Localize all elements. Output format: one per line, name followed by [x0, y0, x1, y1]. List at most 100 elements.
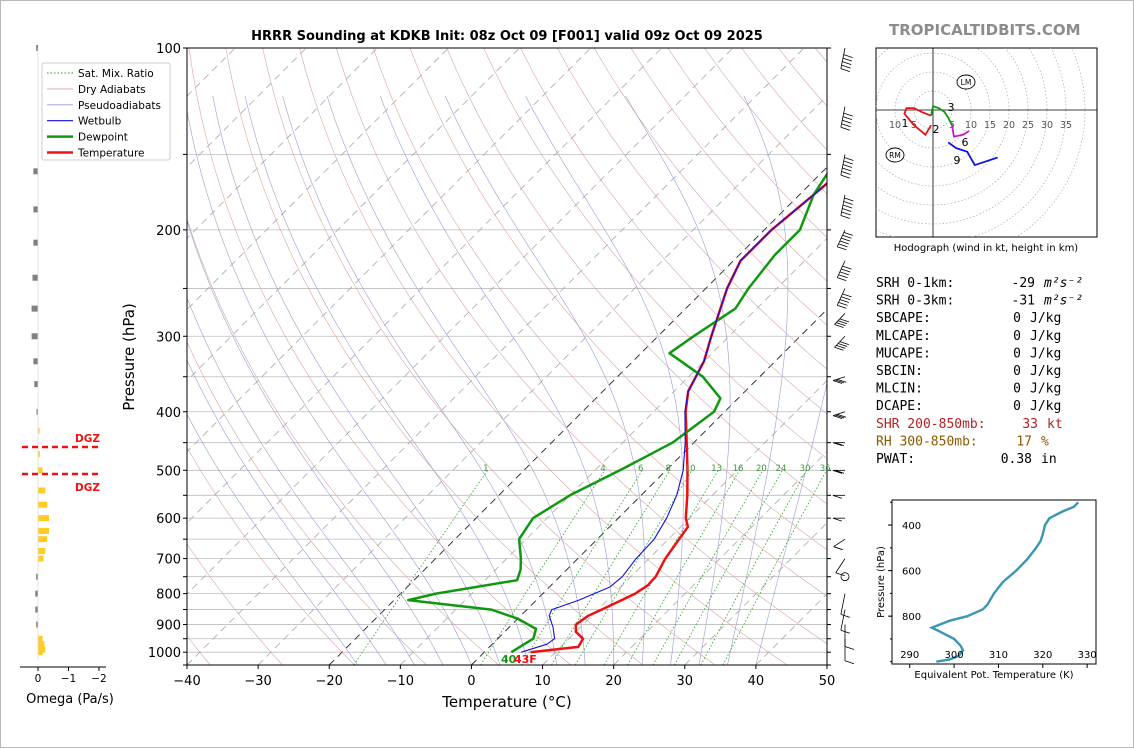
wind-barb-feather: [844, 660, 855, 665]
wind-barb-feather: [843, 201, 853, 205]
isotherm: [187, 48, 734, 595]
storm-motion-marker: [885, 147, 905, 163]
isotherm: [187, 48, 591, 453]
theta-e-x-tick-label: 290: [900, 650, 919, 661]
stat-label: MLCAPE:: [876, 329, 931, 344]
site-logo: TROPICALTIDBITS.COM: [889, 21, 1081, 39]
wind-barb: [835, 558, 846, 573]
wind-barb-feather: [841, 296, 851, 301]
y-tick-label: 500: [156, 464, 181, 479]
omega-bar: [38, 451, 40, 458]
mixing-ratio-labels: 1 4 6 8 10 13 16 20 24 30 36: [483, 464, 830, 474]
hodograph-segment: [947, 141, 998, 167]
theta-e-y-tick-label: 600: [902, 567, 921, 578]
omega-bar: [38, 527, 49, 534]
wind-barb-feather: [841, 64, 851, 69]
dry-adiabat: [557, 48, 827, 370]
x-tick-label: 40: [748, 674, 765, 689]
y-tick-label: 700: [156, 553, 181, 568]
wind-barb: [832, 376, 846, 381]
stat-unit: %: [1041, 434, 1049, 449]
omega-bar: [38, 649, 43, 656]
theta-e-x-tick-label: 310: [989, 650, 1008, 661]
hodograph-ring-label: 25: [1022, 120, 1034, 131]
mixing-ratio-label: 4: [600, 464, 605, 474]
dry-adiabat: [187, 341, 427, 665]
wind-barbs: [832, 47, 855, 665]
wind-barb-feather: [844, 197, 854, 202]
wind-barb-feather: [843, 160, 853, 165]
y-tick-label: 200: [156, 224, 181, 239]
mixing-ratio-label: 6: [638, 464, 643, 474]
dry-adiabat: [188, 48, 571, 665]
dry-adiabat: [409, 48, 827, 551]
stat-label: RH 300-850mb:: [876, 434, 978, 449]
wind-barb-feather: [834, 346, 844, 351]
wind-barb: [840, 593, 846, 615]
stat-value: 0: [1013, 329, 1021, 344]
stat-label: DCAPE:: [876, 399, 923, 414]
omega-bar: [33, 168, 38, 175]
wind-barb-feather: [844, 646, 855, 650]
wind-barb-feather: [840, 126, 850, 131]
wind-barb-feather: [838, 302, 848, 306]
theta-e-y-label: Pressure (hPa): [876, 546, 887, 618]
dry-adiabat: [336, 48, 827, 644]
omega-bar: [36, 408, 38, 415]
wind-barb-feather: [839, 341, 849, 346]
isotherm: [471, 308, 827, 665]
pseudoadiabat: [187, 219, 444, 665]
storm-motion-label: RM: [889, 151, 901, 160]
stat-unit: m²s⁻²: [1043, 276, 1083, 291]
wind-barb-feather: [840, 215, 850, 219]
chart-title: HRRR Sounding at KDKB Init: 08z Oct 09 […: [251, 29, 763, 44]
hodograph-segment: [930, 105, 953, 126]
skewt-y-ticks: 100 200 300 400 500 600 700 800 900 1000: [148, 42, 831, 666]
wind-barb: [836, 229, 846, 247]
mixing-ratio-line: [521, 470, 643, 665]
dry-adiabat: [225, 48, 644, 665]
wind-barb-feather: [842, 119, 852, 124]
wind-barb-feather: [832, 415, 843, 419]
wind-barb-feather: [839, 240, 849, 245]
wind-barb-feather: [843, 54, 853, 58]
mixing-ratio-line: [674, 470, 783, 665]
sounding-stats: SRH 0-1km: -29 m²s⁻² SRH 0-3km: -31 m²s⁻² SBCA…: [876, 276, 1083, 467]
stat-label: SHR 200-850mb:: [876, 417, 986, 432]
mixing-ratio-label: 30: [800, 464, 811, 474]
isotherm: [187, 48, 520, 382]
pseudoadiabat: [625, 95, 731, 665]
wind-barb-feather: [840, 174, 850, 179]
omega-bar: [38, 515, 49, 522]
stat-unit: in: [1041, 452, 1057, 467]
wind-barb-feather: [842, 208, 852, 212]
theta-e-trace: [928, 501, 1080, 663]
mixing-ratio-line: [603, 470, 719, 665]
pseudoadiabat: [212, 95, 501, 665]
mixing-ratio-line: [480, 470, 606, 665]
stat-value: 0.38: [1001, 452, 1032, 467]
stat-unit: J/kg: [1030, 382, 1061, 397]
stat-value: 0: [1013, 382, 1021, 397]
mixing-ratio-line: [700, 470, 807, 665]
legend-entry: Sat. Mix. Ratio: [78, 68, 154, 80]
height-label: 3: [948, 101, 955, 114]
omega-bar: [34, 381, 38, 388]
hodograph-ring-label: 20: [1003, 120, 1015, 131]
mixing-ratio-label: 13: [711, 464, 722, 474]
wind-barb: [836, 288, 846, 306]
surface-dewpoint-label: 40: [501, 653, 517, 666]
y-tick-label: 300: [156, 330, 181, 345]
x-tick-label: 50: [819, 674, 836, 689]
wind-barb: [836, 260, 846, 278]
wind-barb-feather: [837, 304, 847, 309]
stat-unit: J/kg: [1030, 311, 1061, 326]
wind-barb-feather: [834, 469, 845, 474]
pseudoadiabat: [525, 95, 684, 665]
hodograph-label: Hodograph (wind in kt, height in km): [894, 243, 1079, 254]
omega-bar: [38, 427, 40, 434]
wind-barb-feather: [832, 469, 843, 474]
height-label: 9: [954, 154, 961, 167]
stat-label: SBCAPE:: [876, 311, 931, 326]
